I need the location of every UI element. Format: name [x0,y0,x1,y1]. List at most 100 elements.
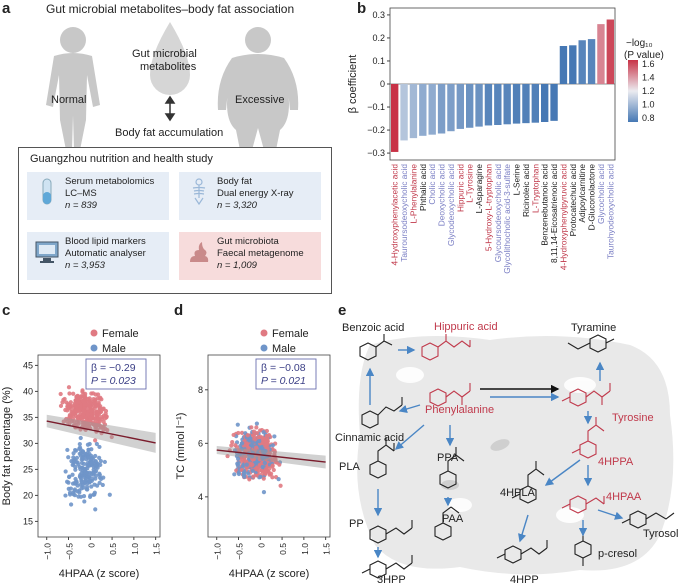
data-point [65,419,70,424]
metabolites-label-2: metabolites [140,61,197,73]
data-point [83,394,88,399]
cinnamic-acid-structure [361,397,403,429]
category-label: Tauroursodeoxycholic acid [399,164,409,262]
data-point [278,483,283,488]
data-point [257,439,262,444]
data-point [244,462,249,467]
excessive-label: Excessive [235,94,285,106]
category-label: Taurohyodeoxycholic acid [605,164,615,259]
regression-line [216,449,326,463]
metabolites-label-1: Gut microbial [132,48,197,60]
p-text: P = 0.021 [261,375,306,387]
4hppa-structure [571,417,605,459]
data-point [66,385,72,390]
data-point [62,396,67,402]
data-point [77,451,82,456]
data-point [272,452,277,457]
data-point [100,482,105,488]
card-line2: Dual energy X-ray [217,188,294,199]
data-point [246,471,251,476]
data-point [79,465,85,470]
category-label: L-Tryptophan [530,164,540,213]
legend-female-label: Female [272,328,309,340]
data-point [109,434,114,440]
x-tick-label: 1.5 [322,543,332,555]
legend-male-marker [260,344,268,352]
card-n: n = 3,953 [65,260,105,271]
data-point [86,454,91,460]
label-4hppa: 4HPPA [598,456,634,468]
data-point [58,403,64,409]
legend-female-marker [90,329,98,337]
label-tyrosol: Tyrosol [643,528,679,540]
pla-structure [369,437,395,479]
data-point [63,493,68,498]
y-tick-label: 0 [380,79,385,89]
tyramine-structure [567,334,615,353]
tyrosine-structure [561,383,611,407]
data-point [234,445,240,450]
metabolite-drop-icon [150,22,190,95]
y-tick-label: −0.2 [367,125,385,135]
data-point [98,424,103,429]
label-tyramine: Tyramine [571,322,617,334]
p-text: P = 0.023 [91,375,136,387]
category-label: L-Serine [512,164,522,196]
stats-box [85,358,147,390]
data-point [83,477,88,482]
data-point [99,409,104,414]
label-phenylalanine: Phenylalanine [425,404,495,416]
study-box: Guangzhou nutrition and health study Ser… [18,147,332,294]
plot-frame [207,354,331,538]
data-point [69,502,74,507]
data-point [263,438,268,443]
data-point [272,434,277,439]
card-gut-microbiota: Gut microbiota Faecal metagenome n = 1,0… [179,232,321,280]
x-tick-label: 0 [86,543,96,548]
data-point [77,490,82,495]
category-label: Glycoursodeoxycholic acid [493,164,503,263]
data-point [250,468,255,473]
data-point [250,462,255,467]
panel-a-illustration [46,22,299,150]
legend-tick-label: 1.2 [642,86,655,96]
data-point [78,447,83,452]
data-point [93,507,98,512]
panel-e-pathway [357,334,675,579]
data-point [242,454,248,460]
data-point [72,487,78,492]
data-point [71,455,76,460]
data-point [90,476,95,482]
bar [409,84,418,139]
category-label: Glycocholic acid [596,164,606,224]
data-point [63,469,68,474]
panel-d-scatter: Female Male −1.0 −0.5 0 0.5 1.0 1.5 8 6 4 4HPAA (z … [175,328,332,580]
data-point [249,454,255,459]
bar [494,84,502,125]
data-point [85,487,90,492]
data-point [97,455,102,461]
data-point [225,453,230,459]
data-point [94,409,99,414]
data-point [76,421,81,426]
data-point [87,421,93,426]
data-point [73,467,78,472]
data-point [58,391,63,397]
category-label: Glycolithocholic acid-3-sulfate [502,164,512,274]
legend-male-marker [90,344,98,352]
category-label: 4-Hydroxyphenylacetic acid [390,164,400,266]
data-point [93,458,98,464]
bar [569,45,577,84]
data-point [78,482,83,487]
data-point [267,472,272,477]
x-tick-label: 0 [256,543,266,548]
3hpp-structure [361,555,413,579]
bar [597,24,605,84]
category-label: Glycodeoxycholic acid [446,164,456,246]
confidence-band [216,446,326,469]
pp-structure [369,520,413,544]
gut-background [357,336,674,575]
data-point [87,474,92,479]
card-serum-metabolomics: Serum metabolomics LC–MS n = 839 [27,172,169,220]
y-axis-label: Body fat percentage (%) [1,387,13,506]
